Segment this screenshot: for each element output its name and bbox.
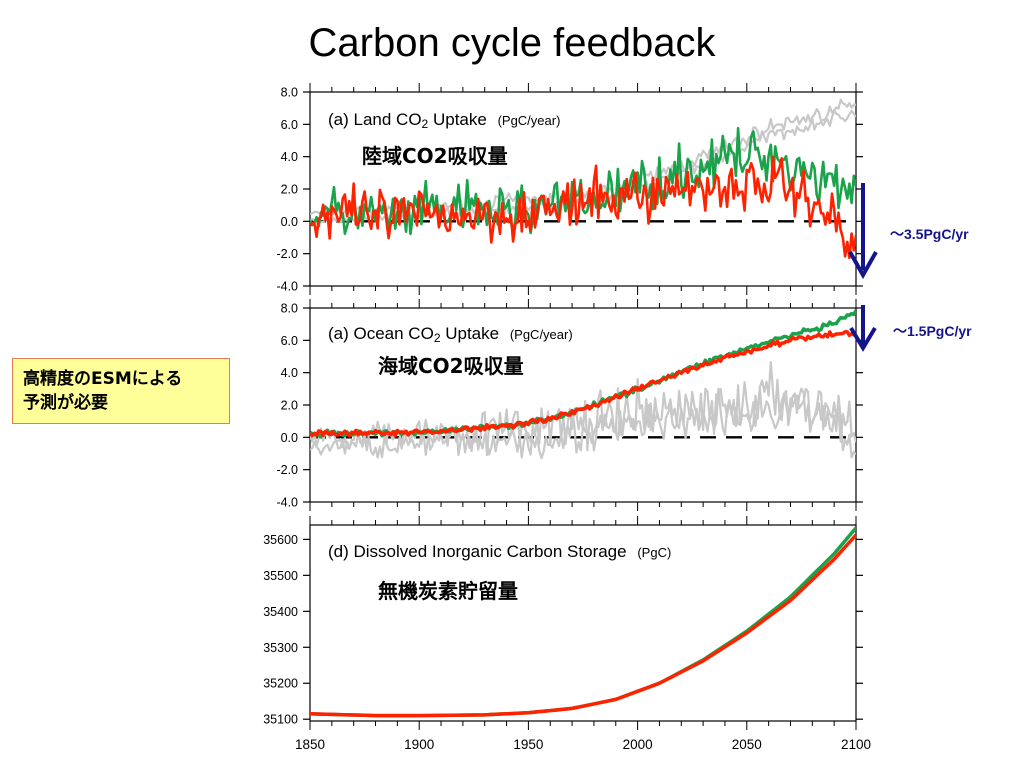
series-line-gray	[310, 387, 856, 460]
y-tick-label: 35600	[263, 533, 298, 547]
y-tick-label: 8.0	[281, 86, 298, 100]
series-line-red	[310, 330, 856, 438]
panel-label-land: (a) Land CO2 Uptake (PgC/year)	[328, 110, 560, 131]
plot-frame	[309, 524, 857, 722]
y-tick-label: 6.0	[281, 334, 298, 348]
y-tick-label: 0.0	[281, 215, 298, 229]
panel-label-dic: (d) Dissolved Inorganic Carbon Storage (…	[328, 542, 671, 561]
arrow-label-land: ～3.5PgC/yr	[890, 226, 969, 242]
arrow-ocean: ～1.5PgC/yr	[849, 305, 972, 352]
y-tick-label: -4.0	[276, 280, 298, 294]
series-line-green	[310, 126, 856, 236]
x-tick-label: 2000	[623, 737, 653, 752]
y-tick-label: -4.0	[276, 496, 298, 510]
y-tick-label: -2.0	[276, 463, 298, 477]
x-tick-label: 2050	[732, 737, 762, 752]
series-line-red	[310, 533, 856, 718]
note-line-1: 高精度のESMによる	[23, 369, 183, 389]
y-tick-label: 6.0	[281, 118, 298, 132]
jp-label-dic: 無機炭素貯留量	[378, 579, 518, 603]
y-tick-label: 35200	[263, 677, 298, 691]
note-box: 高精度のESMによる 予測が必要	[12, 358, 230, 424]
y-tick-label: 4.0	[281, 366, 298, 380]
y-tick-label: 35300	[263, 641, 298, 655]
y-tick-label: 35500	[263, 569, 298, 583]
x-tick-label: 1900	[404, 737, 434, 752]
y-tick-label: 35100	[263, 713, 298, 727]
x-tick-label: 2100	[841, 737, 871, 752]
y-tick-label: 4.0	[281, 150, 298, 164]
arrow-label-ocean: ～1.5PgC/yr	[893, 323, 972, 339]
y-tick-label: 35400	[263, 605, 298, 619]
panel-label-ocean: (a) Ocean CO2 Uptake (PgC/year)	[328, 324, 573, 345]
y-tick-label: 2.0	[281, 399, 298, 413]
y-tick-label: -2.0	[276, 247, 298, 261]
jp-label-ocean: 海域CO2吸収量	[378, 354, 524, 378]
page-title: Carbon cycle feedback	[308, 21, 716, 65]
y-tick-label: 0.0	[281, 431, 298, 445]
y-tick-label: 2.0	[281, 183, 298, 197]
panel-land-uptake: 8.0 6.0 4.0 2.0 0.0 -2.0 -4.0 (a) Land CO2 Upt…	[276, 83, 863, 295]
note-line-2: 予測が必要	[23, 393, 108, 413]
jp-label-land: 陸域CO2吸収量	[362, 144, 508, 168]
series-line-red	[310, 155, 856, 260]
arrow-land: ～3.5PgC/yr	[848, 183, 969, 280]
x-tick-label: 1950	[513, 737, 543, 752]
panel-dic-storage: 35600 35500 35400 35300 35200 35100 1850 1900 19…	[263, 516, 871, 752]
panel-ocean-uptake: 8.0 6.0 4.0 2.0 0.0 -2.0 -4.0 (a) Ocean CO2 Up…	[276, 299, 863, 511]
x-tick-label: 1850	[295, 737, 325, 752]
y-tick-label: 8.0	[281, 302, 298, 316]
